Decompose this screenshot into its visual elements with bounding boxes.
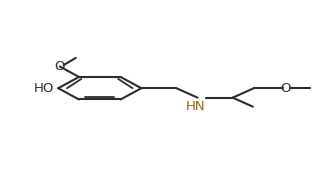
- Text: HO: HO: [34, 82, 54, 95]
- Text: HN: HN: [186, 100, 206, 113]
- Text: O: O: [281, 82, 291, 95]
- Text: O: O: [55, 60, 65, 73]
